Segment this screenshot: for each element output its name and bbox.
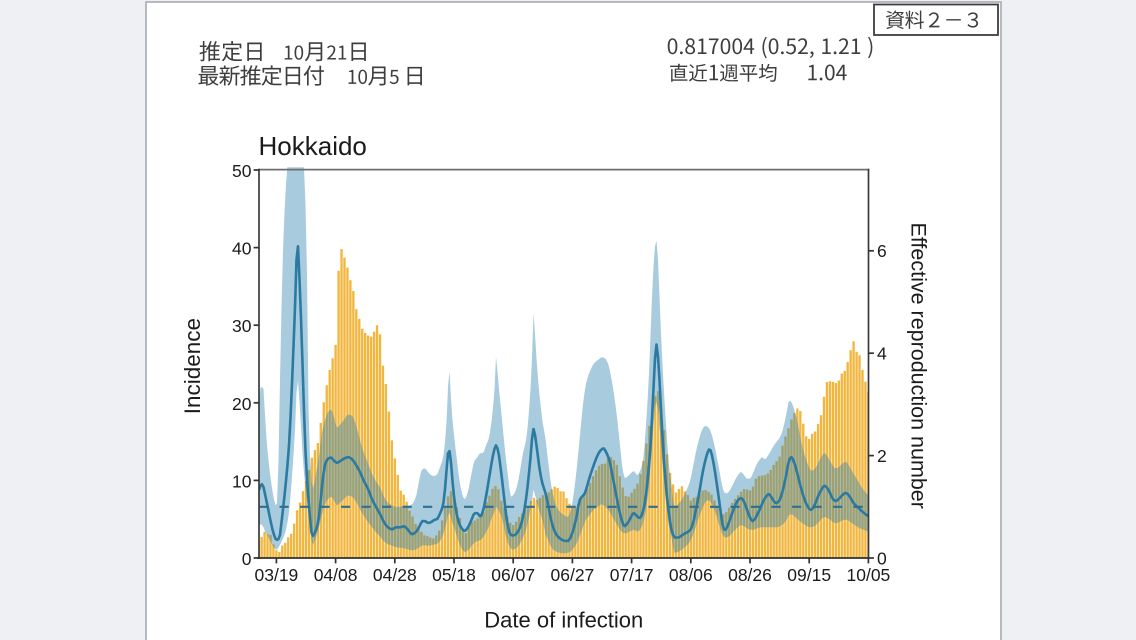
svg-text:30: 30	[232, 316, 252, 336]
svg-text:Hokkaido: Hokkaido	[259, 131, 367, 161]
svg-text:Incidence: Incidence	[180, 318, 205, 414]
svg-text:10/05: 10/05	[847, 565, 891, 585]
svg-text:0: 0	[242, 549, 252, 569]
svg-text:20: 20	[232, 394, 252, 414]
svg-text:Date of infection: Date of infection	[484, 608, 643, 633]
svg-text:6: 6	[877, 241, 887, 261]
svg-text:07/17: 07/17	[610, 565, 654, 585]
svg-text:09/15: 09/15	[787, 565, 831, 585]
svg-text:04/08: 04/08	[314, 565, 358, 585]
svg-text:10: 10	[232, 471, 252, 491]
svg-text:08/06: 08/06	[669, 565, 713, 585]
svg-text:50: 50	[232, 161, 252, 181]
svg-text:40: 40	[232, 239, 252, 259]
svg-text:03/19: 03/19	[255, 565, 299, 585]
svg-text:0: 0	[877, 548, 887, 568]
svg-text:04/28: 04/28	[373, 565, 417, 585]
svg-text:06/27: 06/27	[551, 565, 595, 585]
svg-text:2: 2	[877, 446, 887, 466]
svg-text:06/07: 06/07	[491, 565, 535, 585]
svg-text:08/26: 08/26	[728, 565, 772, 585]
svg-text:4: 4	[877, 344, 887, 364]
svg-text:05/18: 05/18	[432, 565, 476, 585]
svg-text:Effective reproduction number: Effective reproduction number	[907, 223, 931, 509]
